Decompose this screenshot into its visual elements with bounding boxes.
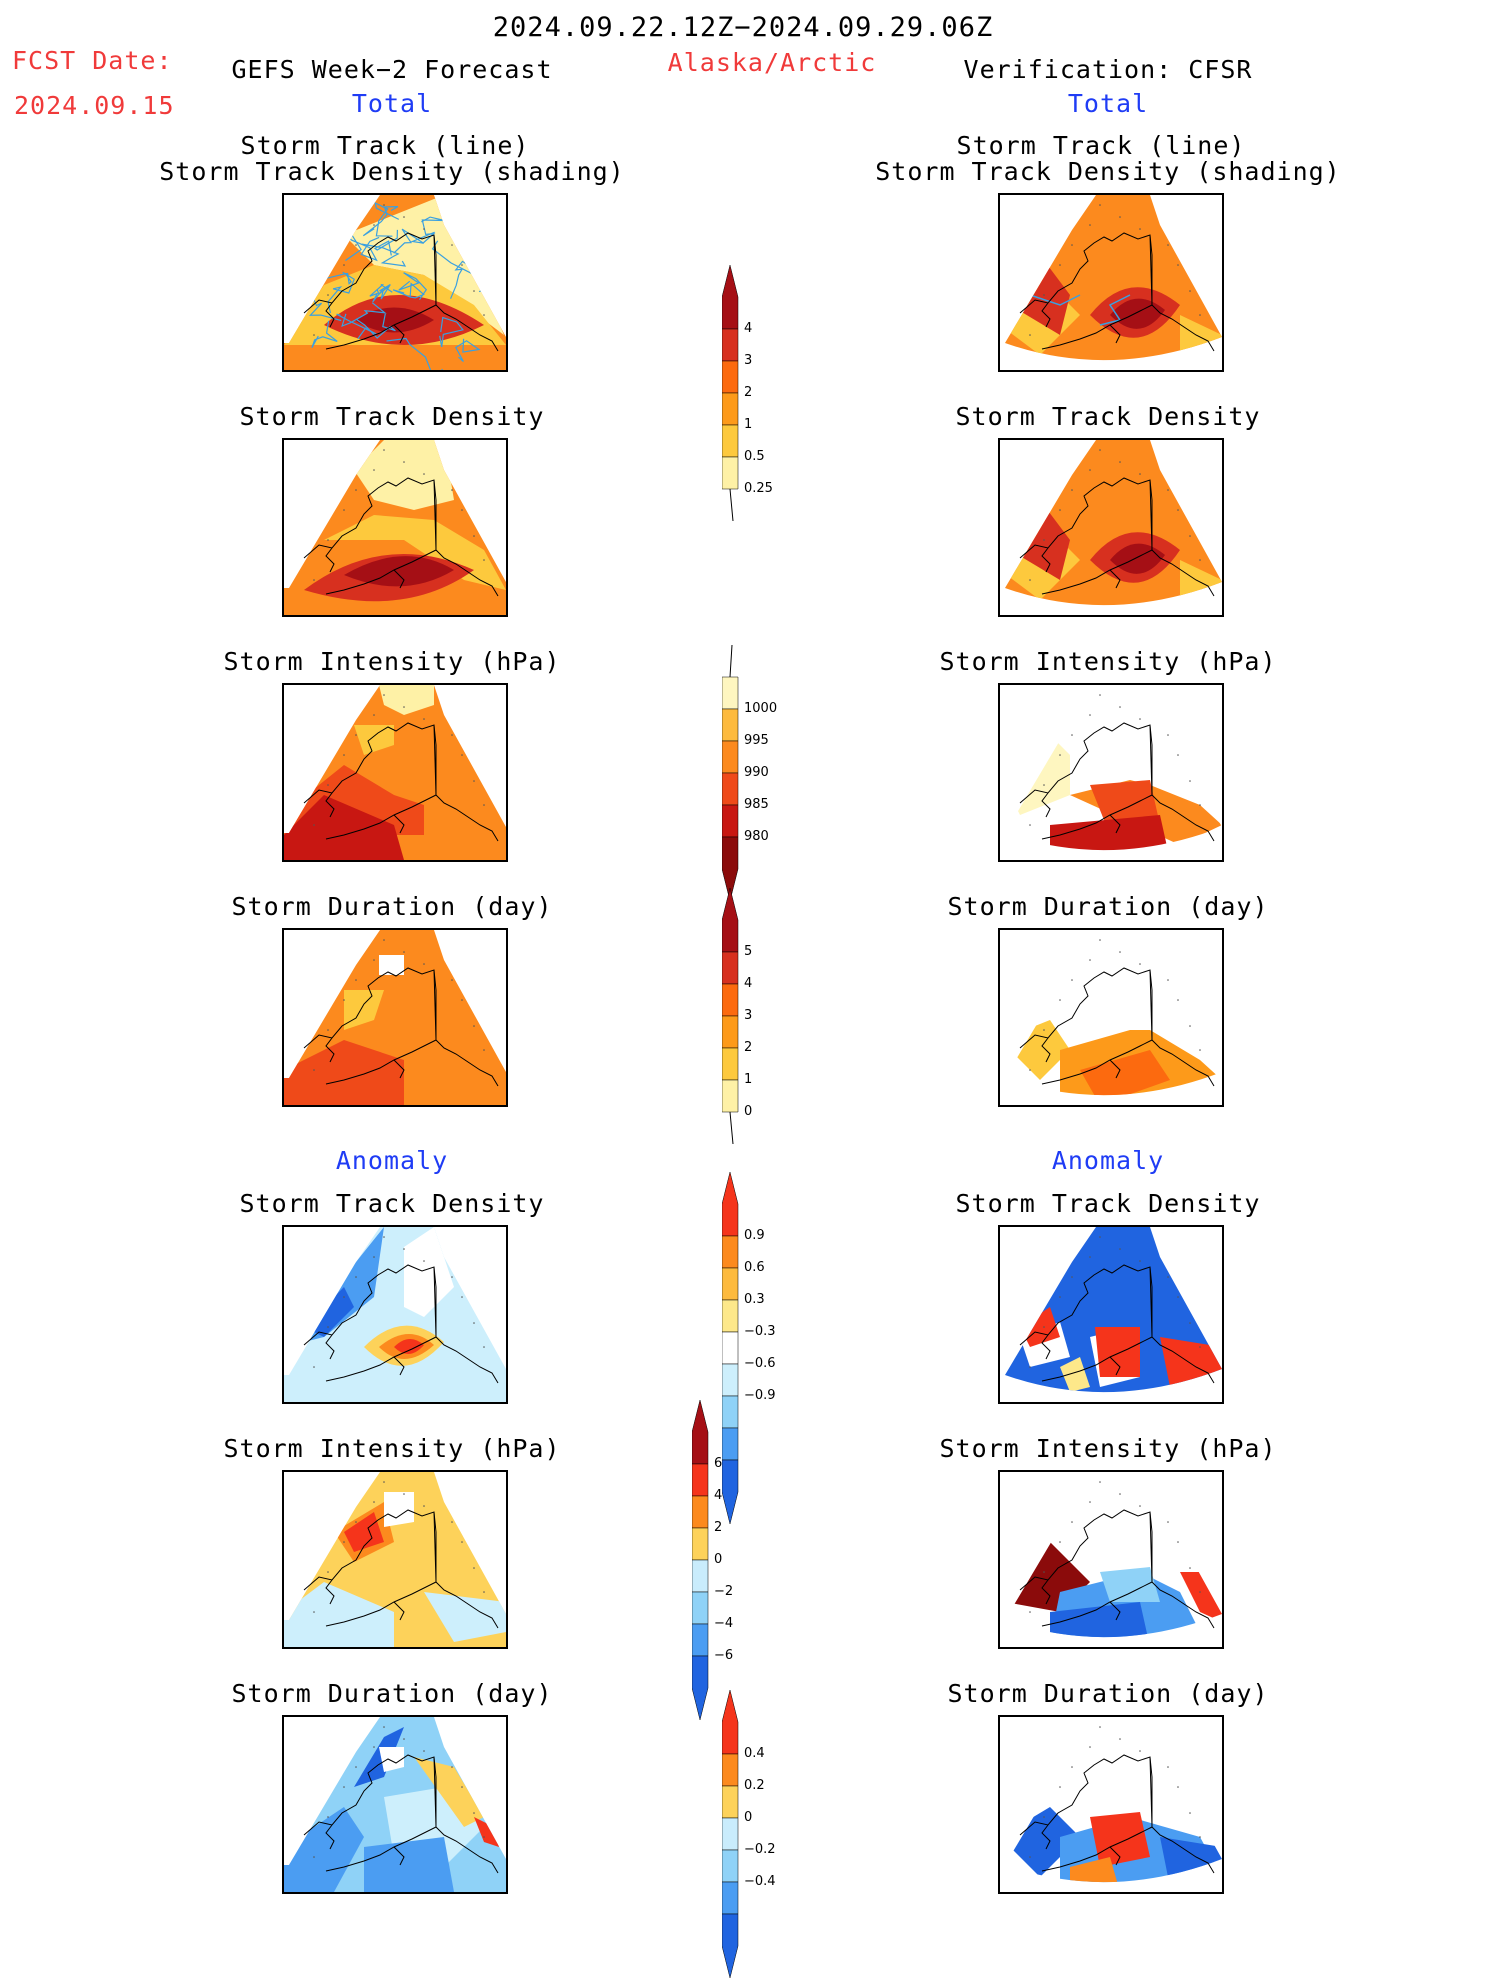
right-anom-intensity-title: Storm Intensity (hPa) [939,1434,1277,1463]
colorbar-tick-label: 3 [744,353,753,368]
region-title: Alaska/Arctic [667,48,877,77]
colorbar-tick-label: 0.9 [744,1228,765,1243]
map-right-anom-density [998,1225,1224,1404]
left-track-shading-title: Storm Track Density (shading) [159,157,625,186]
colorbar-tick-label: 3 [744,1008,753,1023]
colorbar-tick-label: 2 [714,1520,723,1535]
map-left-duration [282,928,508,1107]
colorbar-tick-label: 0 [744,1104,753,1119]
map-left-density [282,438,508,617]
colorbar-tick-label: 0.3 [744,1292,765,1307]
colorbar-duration-anomaly: 0.4 0.2 0 −0.2 −0.4 [722,1690,802,1978]
right-anom-duration-title: Storm Duration (day) [947,1679,1269,1708]
fcst-date-label: FCST Date: [12,46,173,75]
colorbar-tick-label: 1000 [744,701,778,716]
map-right-density [998,438,1224,617]
right-duration-title: Storm Duration (day) [947,892,1269,921]
left-anom-duration-title: Storm Duration (day) [231,1679,553,1708]
left-anom-intensity-title: Storm Intensity (hPa) [223,1434,561,1463]
right-density-title: Storm Track Density [955,402,1261,431]
colorbar-intensity: 1000 995 990 985 980 [722,645,802,901]
colorbar-tick-label: 6 [714,1456,723,1471]
colorbar-tick-label: −0.9 [744,1388,776,1403]
left-density-title: Storm Track Density [239,402,545,431]
colorbar-tick-label: 980 [744,829,769,844]
map-right-track [998,193,1224,372]
colorbar-duration: 5 4 3 2 1 0 [722,888,802,1144]
map-left-anom-density [282,1225,508,1404]
colorbar-tick-label: 0.4 [744,1746,765,1761]
right-track-shading-title: Storm Track Density (shading) [875,157,1341,186]
left-intensity-title: Storm Intensity (hPa) [223,647,561,676]
left-anomaly-label: Anomaly [335,1146,449,1175]
colorbar-tick-label: 4 [744,321,753,336]
right-column-title: Verification: CFSR [963,55,1253,84]
colorbar-density: 4 3 2 1 0.5 0.25 [722,265,802,521]
colorbar-tick-label: −0.2 [744,1842,776,1857]
colorbar-tick-label: 2 [744,385,753,400]
colorbar-tick-label: 985 [744,797,769,812]
left-track-line-title: Storm Track (line) [240,131,530,160]
map-right-anom-duration [998,1715,1224,1894]
colorbar-tick-label: 990 [744,765,769,780]
colorbar-density-anomaly: 0.9 0.6 0.3 −0.3 −0.6 −0.9 [722,1172,802,1524]
map-left-anom-duration [282,1715,508,1894]
colorbar-tick-label: −6 [714,1648,734,1663]
map-left-track [282,193,508,372]
colorbar-tick-label: 995 [744,733,769,748]
right-intensity-title: Storm Intensity (hPa) [939,647,1277,676]
colorbar-tick-label: 5 [744,944,753,959]
colorbar-tick-label: 4 [714,1488,723,1503]
left-total-label: Total [351,89,433,118]
fcst-date-value: 2024.09.15 [14,91,175,120]
colorbar-tick-label: −2 [714,1584,734,1599]
map-right-duration [998,928,1224,1107]
left-anom-density-title: Storm Track Density [239,1189,545,1218]
colorbar-tick-label: 1 [744,417,753,432]
colorbar-tick-label: 0.25 [744,481,773,496]
colorbar-tick-label: 0.6 [744,1260,765,1275]
colorbar-tick-label: −0.3 [744,1324,776,1339]
right-anom-density-title: Storm Track Density [955,1189,1261,1218]
colorbar-tick-label: 4 [744,976,753,991]
colorbar-tick-label: −0.4 [744,1874,776,1889]
colorbar-tick-label: −4 [714,1616,734,1631]
colorbar-tick-label: 0 [714,1552,723,1567]
colorbar-tick-label: 2 [744,1040,753,1055]
date-range-title: 2024.09.22.12Z−2024.09.29.06Z [492,12,994,43]
left-column-title: GEFS Week−2 Forecast [231,55,553,84]
left-duration-title: Storm Duration (day) [231,892,553,921]
map-left-anom-intensity [282,1470,508,1649]
map-right-intensity [998,683,1224,862]
map-right-anom-intensity [998,1470,1224,1649]
right-anomaly-label: Anomaly [1051,1146,1165,1175]
colorbar-tick-label: 0.2 [744,1778,765,1793]
colorbar-tick-label: 1 [744,1072,753,1087]
colorbar-tick-label: −0.6 [744,1356,776,1371]
map-left-intensity [282,683,508,862]
right-total-label: Total [1067,89,1149,118]
colorbar-tick-label: 0 [744,1810,753,1825]
colorbar-intensity-anomaly: 6 4 2 0 −2 −4 −6 [692,1400,772,1720]
colorbar-tick-label: 0.5 [744,449,765,464]
right-track-line-title: Storm Track (line) [956,131,1246,160]
